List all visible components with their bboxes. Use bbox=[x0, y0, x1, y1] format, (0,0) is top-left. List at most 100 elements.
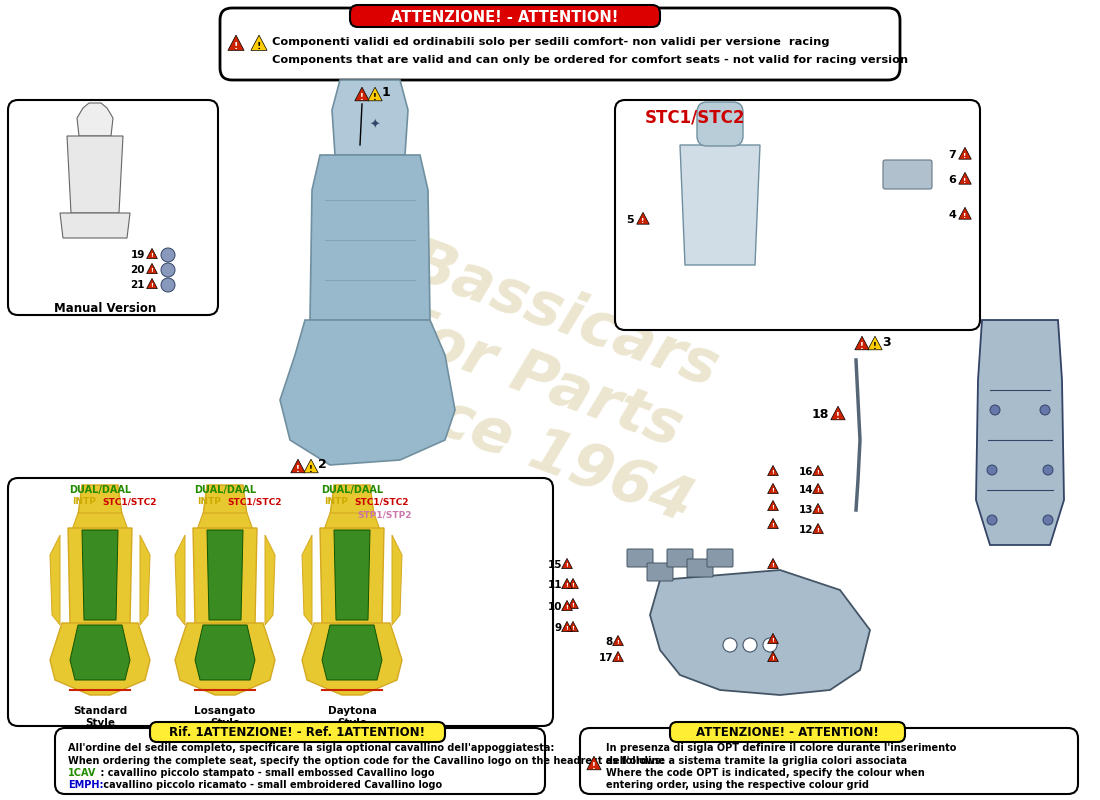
Circle shape bbox=[1043, 465, 1053, 475]
Text: INTP: INTP bbox=[197, 498, 221, 506]
Polygon shape bbox=[324, 513, 380, 530]
Text: DUAL/DAAL: DUAL/DAAL bbox=[69, 485, 131, 495]
FancyBboxPatch shape bbox=[55, 728, 544, 794]
Polygon shape bbox=[302, 535, 312, 625]
Polygon shape bbox=[228, 35, 244, 50]
Circle shape bbox=[723, 638, 737, 652]
Polygon shape bbox=[568, 622, 579, 632]
Text: !: ! bbox=[373, 93, 377, 102]
Text: !: ! bbox=[309, 465, 312, 474]
Polygon shape bbox=[830, 406, 845, 420]
Polygon shape bbox=[77, 103, 113, 136]
Polygon shape bbox=[562, 600, 572, 610]
Polygon shape bbox=[562, 622, 572, 632]
FancyBboxPatch shape bbox=[688, 559, 713, 577]
FancyBboxPatch shape bbox=[707, 549, 733, 567]
FancyBboxPatch shape bbox=[667, 549, 693, 567]
Polygon shape bbox=[322, 625, 382, 680]
FancyBboxPatch shape bbox=[8, 478, 553, 726]
Text: !: ! bbox=[617, 640, 619, 646]
Text: Standard
Style: Standard Style bbox=[73, 706, 128, 728]
Polygon shape bbox=[768, 651, 779, 662]
Text: 1CAV: 1CAV bbox=[68, 768, 97, 778]
Polygon shape bbox=[82, 530, 118, 620]
FancyBboxPatch shape bbox=[670, 722, 905, 742]
Polygon shape bbox=[175, 535, 185, 625]
Polygon shape bbox=[192, 528, 257, 625]
Circle shape bbox=[987, 465, 997, 475]
Polygon shape bbox=[613, 651, 624, 662]
Polygon shape bbox=[146, 278, 157, 289]
Circle shape bbox=[990, 405, 1000, 415]
Text: 2: 2 bbox=[318, 458, 327, 471]
Text: Rif. 1ATTENZIONE! - Ref. 1ATTENTION!: Rif. 1ATTENZIONE! - Ref. 1ATTENTION! bbox=[169, 726, 425, 739]
Text: STC1/STC2: STC1/STC2 bbox=[645, 109, 746, 127]
Circle shape bbox=[742, 638, 757, 652]
Text: !: ! bbox=[592, 762, 596, 770]
Polygon shape bbox=[320, 528, 384, 625]
Text: !: ! bbox=[836, 412, 840, 421]
Text: !: ! bbox=[771, 656, 774, 662]
Text: 19: 19 bbox=[131, 250, 145, 260]
Text: !: ! bbox=[234, 42, 239, 51]
Text: STC1/STC2: STC1/STC2 bbox=[354, 498, 408, 506]
FancyBboxPatch shape bbox=[697, 102, 742, 146]
Text: 6: 6 bbox=[948, 175, 956, 185]
Text: Daytona
Style: Daytona Style bbox=[328, 706, 376, 728]
Polygon shape bbox=[976, 320, 1064, 545]
Text: 12: 12 bbox=[799, 525, 813, 535]
Polygon shape bbox=[813, 523, 824, 534]
FancyBboxPatch shape bbox=[580, 728, 1078, 794]
Polygon shape bbox=[868, 336, 882, 350]
FancyBboxPatch shape bbox=[350, 5, 660, 27]
Text: !: ! bbox=[151, 268, 153, 274]
FancyBboxPatch shape bbox=[150, 722, 446, 742]
Text: 4: 4 bbox=[948, 210, 956, 220]
FancyBboxPatch shape bbox=[883, 160, 932, 189]
Polygon shape bbox=[613, 635, 624, 646]
Text: !: ! bbox=[873, 342, 877, 350]
Text: All'ordine del sedile completo, specificare la sigla optional cavallino dell'app: All'ordine del sedile completo, specific… bbox=[68, 743, 554, 753]
Polygon shape bbox=[334, 530, 370, 620]
Polygon shape bbox=[562, 578, 572, 589]
FancyBboxPatch shape bbox=[627, 549, 653, 567]
Polygon shape bbox=[72, 513, 128, 530]
Text: 15: 15 bbox=[548, 560, 562, 570]
Polygon shape bbox=[146, 263, 157, 274]
Polygon shape bbox=[355, 87, 370, 101]
Text: 8: 8 bbox=[606, 637, 613, 647]
Polygon shape bbox=[568, 578, 579, 589]
Text: 9: 9 bbox=[554, 623, 562, 633]
Text: INTP: INTP bbox=[72, 498, 96, 506]
Text: !: ! bbox=[771, 563, 774, 568]
Circle shape bbox=[161, 248, 175, 262]
Text: EMPH:: EMPH: bbox=[68, 780, 103, 790]
Text: !: ! bbox=[816, 509, 820, 514]
Polygon shape bbox=[813, 503, 824, 514]
Polygon shape bbox=[768, 634, 779, 643]
Polygon shape bbox=[586, 756, 602, 770]
Text: !: ! bbox=[572, 626, 574, 631]
Text: 1: 1 bbox=[382, 86, 390, 99]
Polygon shape bbox=[562, 558, 572, 569]
Polygon shape bbox=[637, 212, 649, 224]
Polygon shape bbox=[855, 336, 869, 350]
Polygon shape bbox=[207, 530, 243, 620]
Text: !: ! bbox=[296, 465, 300, 474]
Polygon shape bbox=[78, 485, 122, 515]
Text: !: ! bbox=[771, 638, 774, 643]
Text: Componenti validi ed ordinabili solo per sedili comfort- non validi per versione: Componenti validi ed ordinabili solo per… bbox=[272, 37, 829, 47]
Polygon shape bbox=[67, 136, 123, 213]
Polygon shape bbox=[332, 80, 408, 155]
Text: !: ! bbox=[617, 656, 619, 662]
Polygon shape bbox=[959, 147, 971, 159]
Text: entering order, using the respective colour grid: entering order, using the respective col… bbox=[606, 780, 869, 790]
Text: !: ! bbox=[964, 213, 967, 219]
Polygon shape bbox=[175, 623, 275, 695]
Circle shape bbox=[987, 515, 997, 525]
Polygon shape bbox=[251, 35, 267, 50]
Text: !: ! bbox=[565, 606, 569, 610]
FancyBboxPatch shape bbox=[647, 563, 673, 581]
Circle shape bbox=[161, 278, 175, 292]
Polygon shape bbox=[680, 145, 760, 265]
